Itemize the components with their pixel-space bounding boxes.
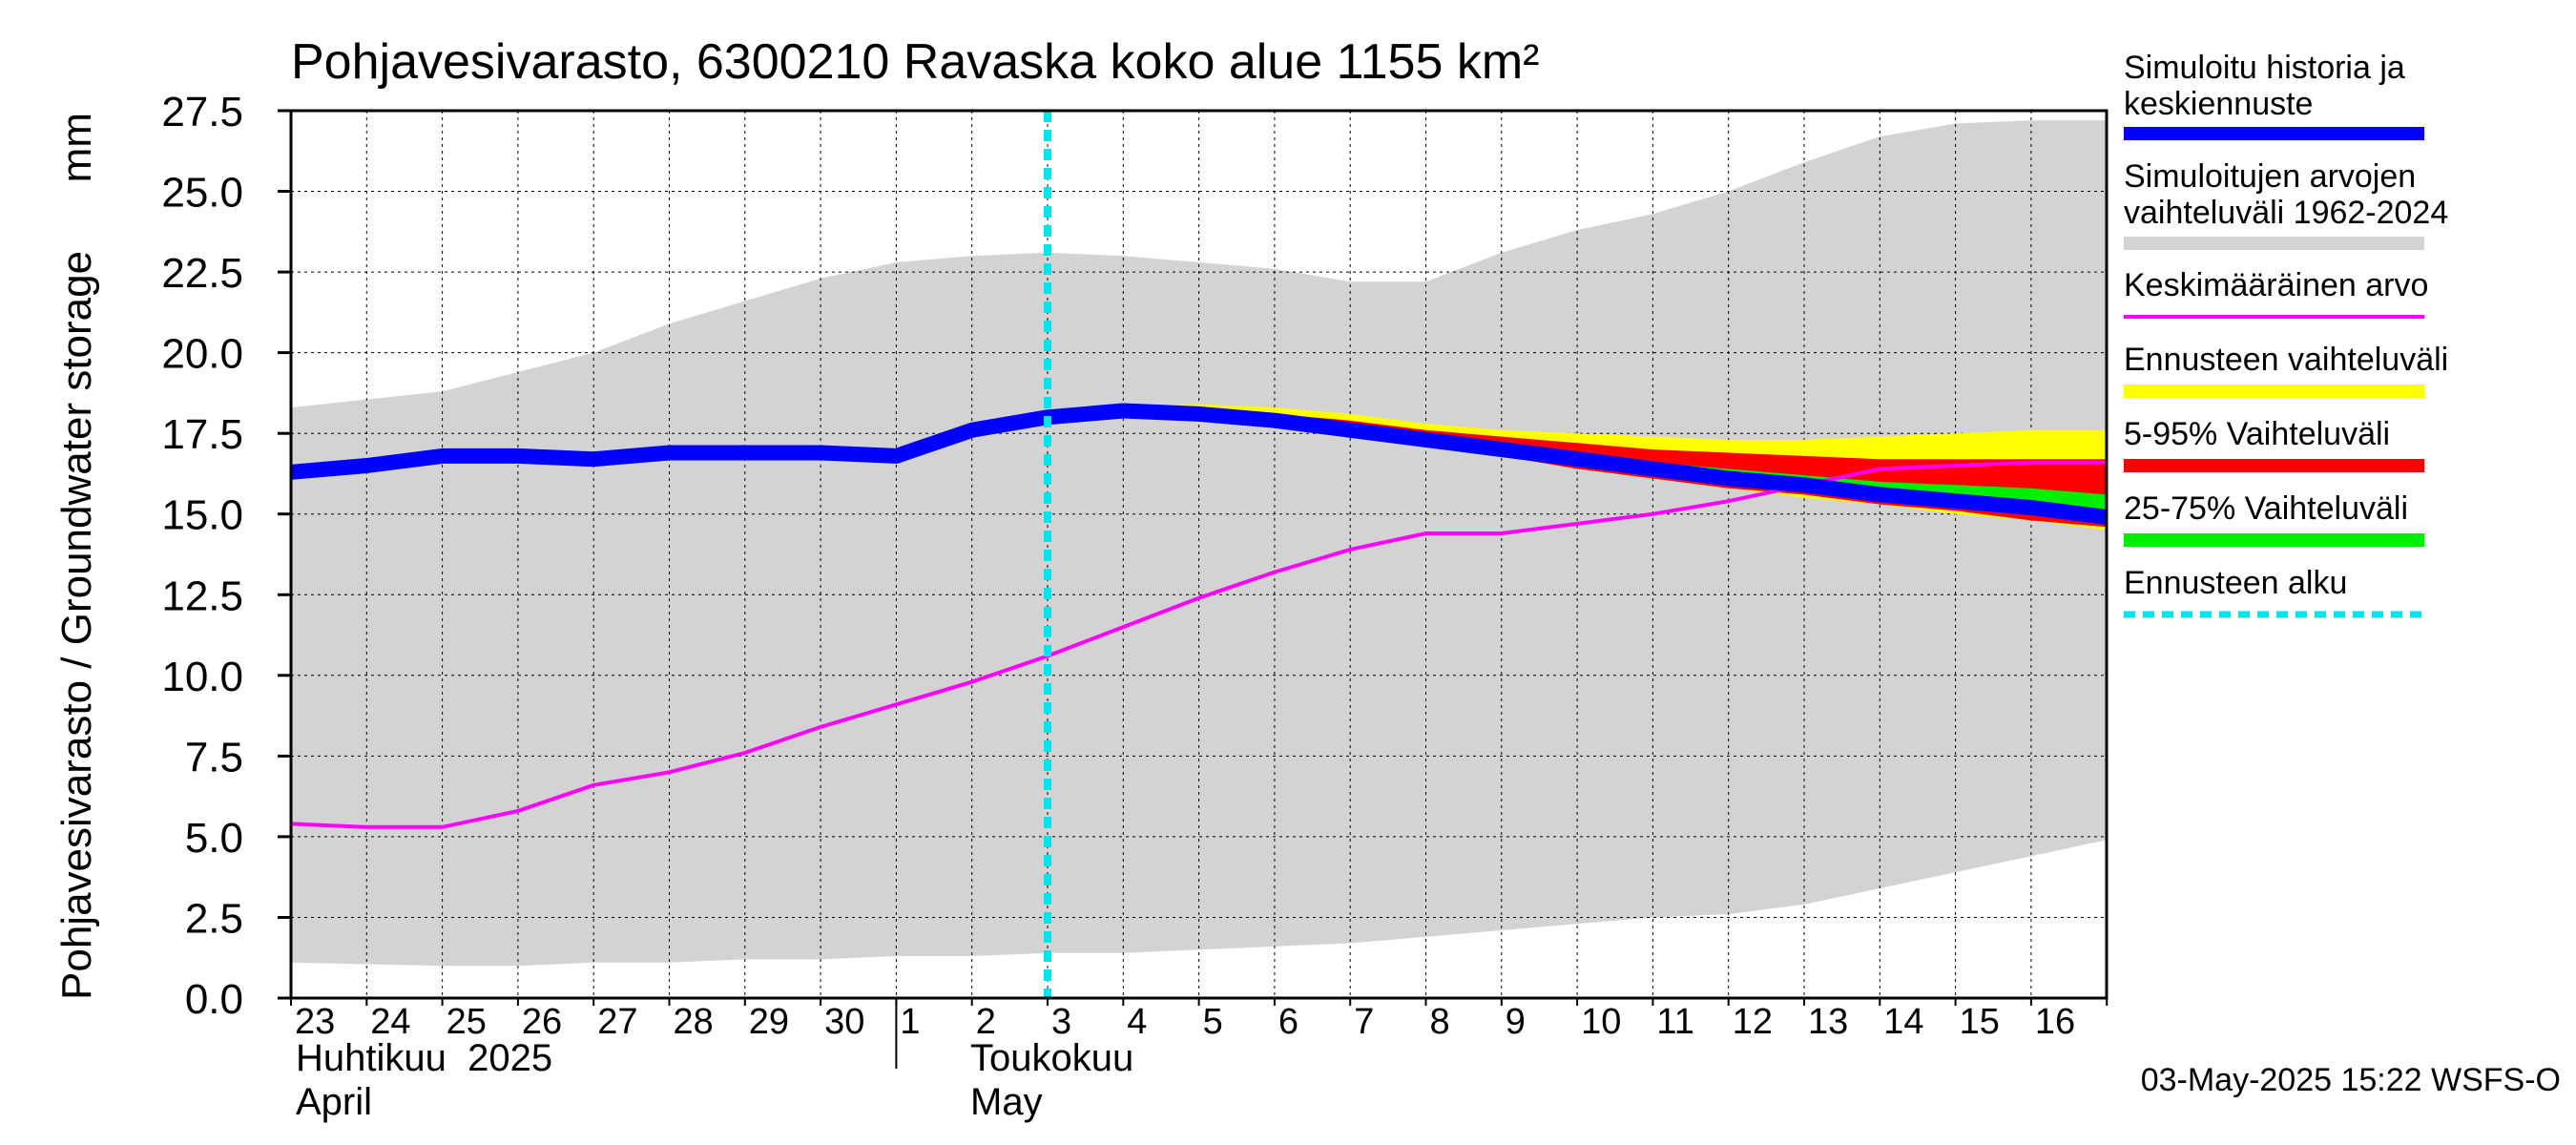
x-day-label: 3 [1051,1002,1071,1042]
month-label-april-fi: Huhtikuu 2025 [296,1037,552,1079]
y-tick-label: 25.0 [161,170,243,217]
legend-item: Ennusteen vaihteluväli [2124,342,2448,398]
plot-area [289,109,2109,1000]
x-day-label: 14 [1883,1002,1923,1042]
legend-item: Simuloitu historia ja keskiennuste [2124,50,2424,140]
x-day-label: 2 [976,1002,996,1042]
chart-title: Pohjavesivarasto, 6300210 Ravaska koko a… [291,34,1539,90]
legend-label-line: Simuloitu historia ja [2124,50,2405,86]
y-tick-label: 2.5 [185,896,243,943]
x-day-label: 30 [824,1002,864,1042]
y-tick-label: 12.5 [161,572,243,619]
x-day-label: 5 [1203,1002,1223,1042]
x-day-label: 29 [749,1002,789,1042]
legend-label-line: Keskimääräinen arvo [2124,267,2428,303]
legend-label-line: Ennusteen vaihteluväli [2124,342,2448,378]
x-day-label: 25 [447,1002,487,1042]
month-label-april-en: April [296,1081,372,1123]
legend-label-line: Simuloitujen arvojen [2124,158,2416,195]
y-tick-label: 22.5 [161,250,243,297]
x-day-label: 8 [1430,1002,1450,1042]
y-tick-label: 5.0 [185,815,243,862]
y-axis-label: Pohjavesivarasto / Groundwater storage [53,251,100,1000]
x-day-label: 1 [900,1002,920,1042]
x-day-label: 7 [1354,1002,1374,1042]
legend-label-line: vaihteluväli 1962-2024 [2124,195,2448,231]
legend-label: Ennusteen alku [2124,565,2347,601]
band-5-95 [1048,410,2108,528]
legend-label: Simuloitu historia ja keskiennuste [2124,50,2405,122]
month-label-may-fi: Toukokuu [970,1037,1133,1079]
legend: Simuloitu historia ja keskiennusteSimuloi… [2124,50,2448,618]
legend-label: 5-95% Vaihteluväli [2124,416,2390,452]
x-day-label: 28 [674,1002,714,1042]
x-day-label: 15 [1960,1002,2000,1042]
x-day-label: 4 [1127,1002,1147,1042]
x-day-label: 27 [597,1002,637,1042]
y-tick-label: 17.5 [161,411,243,458]
x-day-label: 9 [1506,1002,1526,1042]
y-tick-label: 10.0 [161,654,243,700]
legend-label-line: 5-95% Vaihteluväli [2124,416,2390,452]
x-axis: Huhtikuu 2025 April Toukokuu May 23 24 25 2… [290,998,2109,1123]
legend-item: 5-95% Vaihteluväli [2124,416,2424,472]
y-axis-unit: mm [53,113,100,182]
y-tick-label: 27.5 [161,89,243,135]
y-tick-label: 0.0 [185,976,243,1023]
y-tick-label: 20.0 [161,331,243,378]
x-day-label: 12 [1733,1002,1773,1042]
x-day-label: 23 [295,1002,335,1042]
x-day-label: 24 [370,1002,410,1042]
legend-label: Keskimääräinen arvo [2124,267,2428,303]
x-day-label: 11 [1656,1002,1693,1042]
footer-timestamp: 03-May-2025 15:22 WSFS-O [2141,1062,2561,1098]
legend-label: 25-75% Vaihteluväli [2124,490,2408,527]
x-day-label: 10 [1581,1002,1621,1042]
grid-lines [291,111,2107,998]
legend-label-line: keskiennuste [2124,86,2313,122]
y-tick-label: 15.0 [161,492,243,539]
y-axis: mm Pohjavesivarasto / Groundwater storag… [53,89,291,1023]
y-tick-label: 7.5 [185,734,243,781]
series-lines [290,111,2109,998]
legend-label: Simuloitujen arvojen vaihteluväli 1962-20… [2124,158,2448,231]
x-day-label: 6 [1278,1002,1298,1042]
history-median-line [290,403,2109,526]
legend-label-line: 25-75% Vaihteluväli [2124,490,2408,527]
x-day-label: 16 [2035,1002,2075,1042]
legend-item: 25-75% Vaihteluväli [2124,490,2424,547]
legend-item: Simuloitujen arvojen vaihteluväli 1962-20… [2124,158,2448,250]
x-day-label: 13 [1808,1002,1848,1042]
legend-item: Ennusteen alku [2124,565,2424,618]
x-day-label: 26 [522,1002,562,1042]
legend-label-line: Ennusteen alku [2124,565,2347,601]
month-label-may-en: May [970,1081,1043,1123]
legend-label: Ennusteen vaihteluväli [2124,342,2448,378]
legend-item: Keskimääräinen arvo [2124,267,2428,319]
